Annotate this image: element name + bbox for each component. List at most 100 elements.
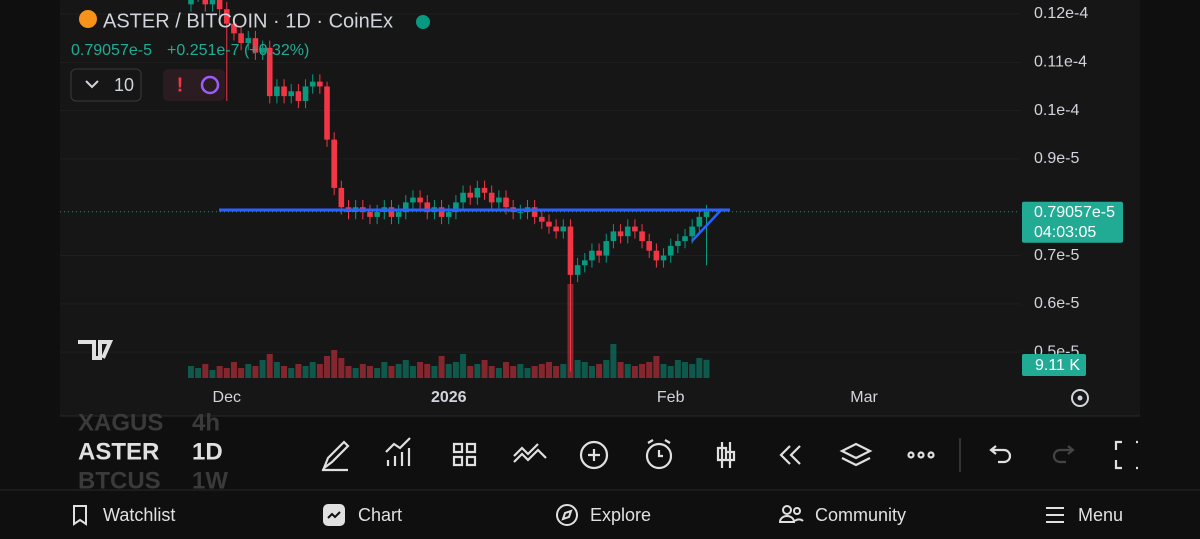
candle-body [188,0,194,5]
undo[interactable] [989,445,1012,464]
interval-count-btn[interactable] [70,68,142,102]
volume-bar [474,364,481,378]
plot [60,0,1020,378]
volume-bar [331,350,338,378]
volume-bar [417,362,424,378]
nav-item[interactable]: Community [815,505,906,525]
volume-bar [338,358,345,378]
volume-bar [553,366,560,378]
layers-tool[interactable] [839,442,873,467]
candle-body [374,212,380,217]
fullscreen[interactable] [1114,440,1138,470]
x-tick-label: Dec [213,389,241,406]
explore-icon [556,504,578,526]
settings-icon[interactable] [1071,389,1089,407]
watchlist-symbol: ASTER [78,438,159,465]
layout-tool[interactable] [452,442,477,467]
y-tick-label: 0.1e-4 [1034,102,1079,119]
more-dot[interactable] [907,451,915,459]
toolbar [321,437,1138,472]
volume-bar [653,356,660,378]
volume-bar [703,359,710,378]
candle-body [317,81,323,87]
candle-body [467,192,474,198]
nav-item[interactable]: Menu [1078,505,1123,525]
candle-body [488,192,495,203]
candle-body [252,38,259,53]
volume-bar [402,360,409,378]
candle-body [517,212,524,214]
volume-bar [667,366,674,378]
candle-body [266,47,273,97]
candle-body [324,86,330,140]
trend-drawing [691,208,723,242]
volume-bar [481,360,488,378]
volume-bar [230,362,237,378]
candle-body [281,86,287,97]
volume-bar [324,356,331,378]
volume-bar [560,364,567,378]
chevron [85,80,99,89]
indicators-tool[interactable] [385,437,411,466]
candle-body [309,81,316,87]
compare-tool[interactable] [513,443,547,463]
volume-bar [524,368,531,378]
candle-body [503,197,509,208]
candle-body [496,197,502,203]
candle-body [445,212,452,217]
candle-body [596,250,602,256]
candle-body [632,226,638,232]
alert-group[interactable] [163,69,225,101]
redo[interactable] [1052,445,1075,464]
candle-body [274,86,280,97]
replay-tool[interactable] [779,445,801,465]
tv-logo [78,340,114,360]
candle-body [288,91,295,97]
candle-body [417,197,423,203]
volume-bar [359,364,366,378]
draw-tool[interactable] [321,440,350,472]
volume-bar [452,362,459,378]
volume-bar [510,366,517,378]
candle-body [639,231,645,242]
candle-body [646,241,653,251]
nav-item[interactable]: Watchlist [103,505,175,525]
price-change: +0.251e-7 (+0.32%) [167,42,309,59]
alarm-tool[interactable] [645,442,673,470]
community-icon [782,505,792,515]
volume-bar [488,366,495,378]
candle-body [481,187,488,193]
volume-bar [216,366,223,378]
candle-body [209,0,216,5]
candle-tool[interactable] [716,442,736,468]
market-status [416,15,430,29]
volume-bar [631,366,638,378]
volume-bar [288,368,295,378]
x-tick-label: Feb [657,389,685,406]
volume-bar [545,362,552,378]
volume-bar [309,362,316,378]
watchlist-interval: 1D [192,438,223,465]
nav-item[interactable]: Explore [590,505,651,525]
volume-bar [696,358,703,378]
header: ASTER / BITCOIN · 1D · CoinEx 0.79057e-5… [70,10,430,102]
volume-bar [345,366,352,378]
nav-item[interactable]: Chart [358,505,402,525]
menu-icon [1046,507,1064,523]
y-tick-label: 0.9e-5 [1034,150,1079,167]
volume-bar [409,366,416,378]
interval-count: 10 [114,75,134,95]
add-tool[interactable] [579,440,609,470]
volume-bar [381,362,388,378]
candle-body [589,250,595,261]
watchlist-symbol: XAGUS [78,409,163,436]
candle-body [696,216,703,227]
candle-body [410,197,416,203]
candle-body [295,91,302,101]
alarm-hands [647,439,671,458]
volume-bar [538,364,545,378]
volume-bar [273,362,280,378]
y-tick-label: 0.7e-5 [1034,247,1079,264]
volume-bar [581,362,588,378]
